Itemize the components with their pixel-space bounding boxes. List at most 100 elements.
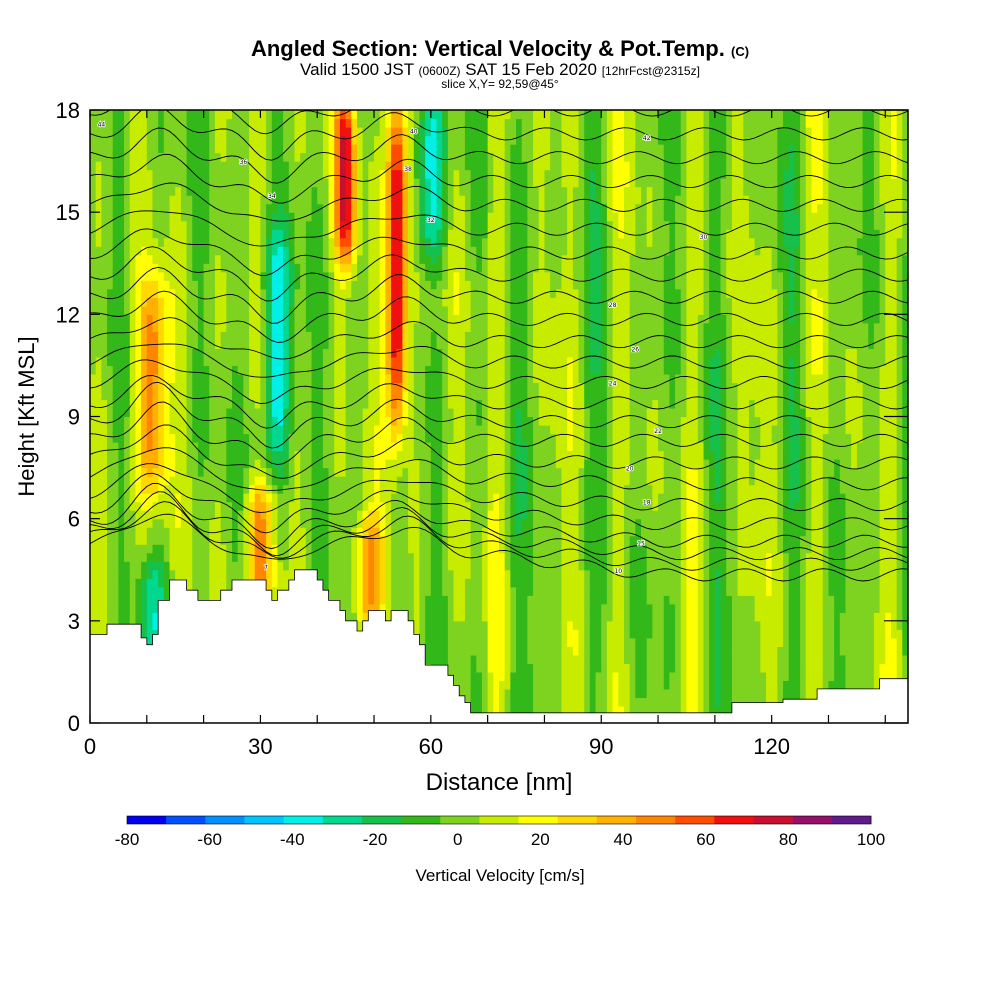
velocity-cell [430,331,438,341]
velocity-cell [112,263,119,273]
velocity-cell [402,442,409,452]
velocity-cell [158,586,165,596]
velocity-cell [408,569,415,579]
velocity-cell [339,305,347,315]
velocity-cell [243,339,250,349]
velocity-cell [396,305,404,315]
velocity-cell [180,237,188,247]
velocity-cell [186,339,193,349]
velocity-cell [317,263,324,273]
velocity-cell [175,561,182,571]
velocity-cell [294,220,301,230]
velocity-cell [180,314,188,324]
velocity-cell [107,612,114,622]
velocity-cell [430,186,438,196]
velocity-cell [203,433,210,443]
velocity-cell [413,407,421,418]
velocity-cell [135,280,142,290]
velocity-cell [118,135,125,145]
velocity-cell [300,561,307,571]
velocity-cell [169,459,176,469]
velocity-cell [334,382,341,392]
velocity-cell [391,518,398,528]
velocity-cell [260,322,267,332]
velocity-cell [146,535,154,545]
velocity-cell [447,186,455,196]
velocity-cell [453,280,460,290]
velocity-cell [146,425,154,435]
velocity-cell [339,135,347,145]
velocity-cell [197,280,205,290]
velocity-cell [197,203,205,213]
velocity-cell [470,169,477,179]
velocity-cell [90,442,97,452]
velocity-cell [197,186,205,196]
velocity-cell [481,620,489,630]
velocity-cell [430,620,438,630]
velocity-cell [169,203,176,213]
velocity-cell [203,493,210,503]
velocity-cell [288,407,296,418]
velocity-cell [459,603,466,613]
velocity-cell [277,348,284,358]
velocity-cell [175,390,182,401]
velocity-cell [266,203,273,213]
velocity-cell [430,288,438,298]
velocity-cell [107,569,114,579]
velocity-cell [192,135,199,145]
velocity-cell [277,339,284,349]
velocity-cell [90,203,97,213]
velocity-cell [470,569,477,579]
velocity-cell [436,484,443,494]
velocity-cell [425,263,432,273]
velocity-cell [368,314,375,324]
velocity-cell [277,246,284,256]
velocity-cell [322,331,330,341]
velocity-cell [158,135,165,145]
velocity-cell [345,416,352,426]
velocity-cell [260,144,267,154]
velocity-cell [118,382,125,392]
velocity-cell [283,561,290,571]
velocity-cell [368,407,375,418]
velocity-cell [152,569,159,579]
velocity-cell [266,535,273,545]
velocity-cell [95,280,102,290]
velocity-cell [379,144,386,154]
velocity-cell [129,569,137,579]
velocity-cell [186,169,193,179]
velocity-cell [271,348,279,358]
velocity-cell [476,705,483,716]
velocity-cell [334,348,341,358]
velocity-cell [203,305,210,315]
velocity-cell [232,331,239,341]
velocity-cell [146,144,154,154]
velocity-cell [328,118,335,128]
velocity-cell [317,229,324,239]
velocity-cell [436,603,443,613]
velocity-cell [374,493,381,503]
velocity-cell [129,544,137,554]
velocity-cell [396,399,404,409]
velocity-cell [459,203,466,213]
velocity-cell [135,476,142,486]
velocity-cell [453,118,460,128]
velocity-cell [317,425,324,435]
velocity-cell [322,373,330,384]
velocity-cell [453,425,460,435]
velocity-cell [180,161,188,171]
velocity-cell [214,305,222,315]
velocity-cell [374,578,381,588]
velocity-cell [442,527,449,537]
velocity-cell [391,561,398,571]
velocity-cell [266,433,273,443]
velocity-cell [305,552,313,562]
velocity-cell [459,688,466,699]
velocity-cell [232,195,239,205]
velocity-cell [351,322,358,332]
velocity-cell [447,484,455,494]
velocity-cell [192,246,199,256]
velocity-cell [237,229,244,239]
velocity-cell [419,118,426,128]
velocity-cell [203,484,210,494]
